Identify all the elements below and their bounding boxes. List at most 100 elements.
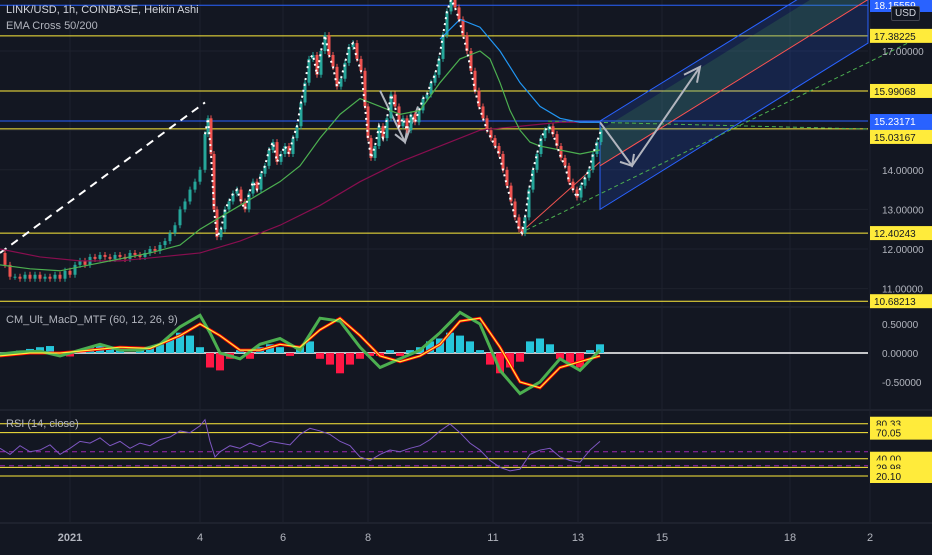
price-label: 15.23171 — [874, 117, 916, 128]
candle — [513, 201, 517, 218]
macd-histogram-bar — [426, 341, 434, 353]
macd-tick: 0.00000 — [882, 349, 919, 360]
time-axis[interactable]: 2021 4 6 8 11 13 15 18 2 — [58, 532, 873, 544]
price-label-box — [870, 129, 932, 144]
candle — [158, 245, 162, 251]
candle — [98, 254, 102, 259]
candle — [303, 82, 307, 103]
macd-histogram-bar — [66, 353, 74, 357]
candle — [567, 165, 571, 182]
macd-histogram-bar — [546, 344, 554, 353]
time-label: 8 — [365, 532, 371, 544]
candle — [355, 43, 359, 59]
candle — [517, 217, 521, 230]
candle — [469, 51, 473, 71]
candle — [587, 169, 591, 178]
macd-histogram-bar — [536, 338, 544, 353]
macd-histogram-bar — [366, 353, 374, 356]
candle — [421, 98, 425, 111]
macd-histogram-bar — [286, 353, 294, 356]
candle — [509, 185, 513, 202]
candle — [275, 142, 279, 162]
candle — [299, 102, 303, 127]
candle — [259, 173, 263, 190]
candle — [113, 254, 117, 259]
candle — [307, 58, 311, 83]
ema200-line — [0, 121, 600, 262]
candle — [527, 189, 531, 218]
candle — [193, 181, 197, 190]
currency-badge[interactable]: USD — [891, 6, 921, 21]
candle — [93, 256, 97, 259]
candle — [212, 153, 216, 210]
rsi-indicator-label: RSI (14, close) — [6, 418, 79, 430]
candle — [53, 274, 57, 279]
time-label: 2 — [867, 532, 873, 544]
candle — [381, 126, 385, 139]
price-label-box — [870, 28, 932, 43]
rsi-panel — [0, 418, 868, 477]
candle — [369, 138, 373, 158]
candle — [575, 189, 579, 198]
macd-line — [0, 310, 602, 396]
price-label: 17.38225 — [874, 32, 916, 43]
candle — [153, 249, 157, 251]
candle — [531, 169, 535, 190]
price-label: 15.03167 — [874, 133, 916, 144]
price-label: 12.40243 — [874, 229, 916, 240]
candle — [559, 146, 563, 158]
candle — [323, 35, 327, 51]
candle — [477, 90, 481, 107]
candle — [351, 43, 355, 48]
resistance-trendline — [547, 120, 869, 130]
candle — [108, 256, 112, 259]
candle — [28, 274, 32, 279]
macd-histogram-bar — [166, 338, 174, 353]
macd-histogram-bar — [186, 335, 194, 353]
macd-histogram-bar — [336, 353, 344, 374]
time-label: 18 — [784, 532, 796, 544]
macd-histogram-bar — [486, 353, 494, 365]
candle — [73, 264, 77, 275]
candle — [267, 150, 271, 166]
candle — [543, 130, 547, 139]
time-label: 6 — [280, 532, 286, 544]
candle — [48, 276, 52, 279]
candle — [497, 146, 501, 154]
candle — [8, 264, 12, 277]
macd-histogram-bar — [246, 353, 254, 359]
macd-histogram-bar — [396, 353, 404, 356]
candle — [231, 193, 235, 202]
candle — [78, 260, 82, 265]
candle — [485, 118, 489, 131]
candle — [263, 165, 267, 174]
candle — [188, 189, 192, 202]
macd-histogram-bar — [476, 350, 484, 353]
candle — [215, 209, 219, 238]
macd-histogram-bar — [506, 353, 514, 368]
candle — [235, 189, 239, 194]
forecast-arrow-1-head — [394, 130, 408, 144]
drawing-tools — [0, 0, 932, 254]
macd-histogram-bar — [456, 335, 464, 353]
rsi-label: 40.00 — [876, 455, 901, 466]
price-axis[interactable]: 17.0000016.0000014.0000013.0000012.00000… — [870, 0, 932, 483]
candle — [118, 254, 122, 257]
ema-indicator-label: EMA Cross 50/200 — [6, 20, 98, 32]
candle — [203, 134, 207, 170]
candle — [103, 254, 107, 257]
candle — [239, 189, 243, 202]
candle — [583, 177, 587, 186]
candle — [319, 51, 323, 75]
candle — [409, 114, 413, 131]
candle — [347, 47, 351, 63]
macd-histogram-bar — [586, 350, 594, 353]
candle — [311, 54, 315, 59]
candle — [501, 153, 505, 170]
macd-histogram-bar — [176, 332, 184, 353]
candle — [366, 106, 370, 139]
macd-histogram-bar — [346, 353, 354, 365]
fast-ma-line — [439, 18, 600, 123]
